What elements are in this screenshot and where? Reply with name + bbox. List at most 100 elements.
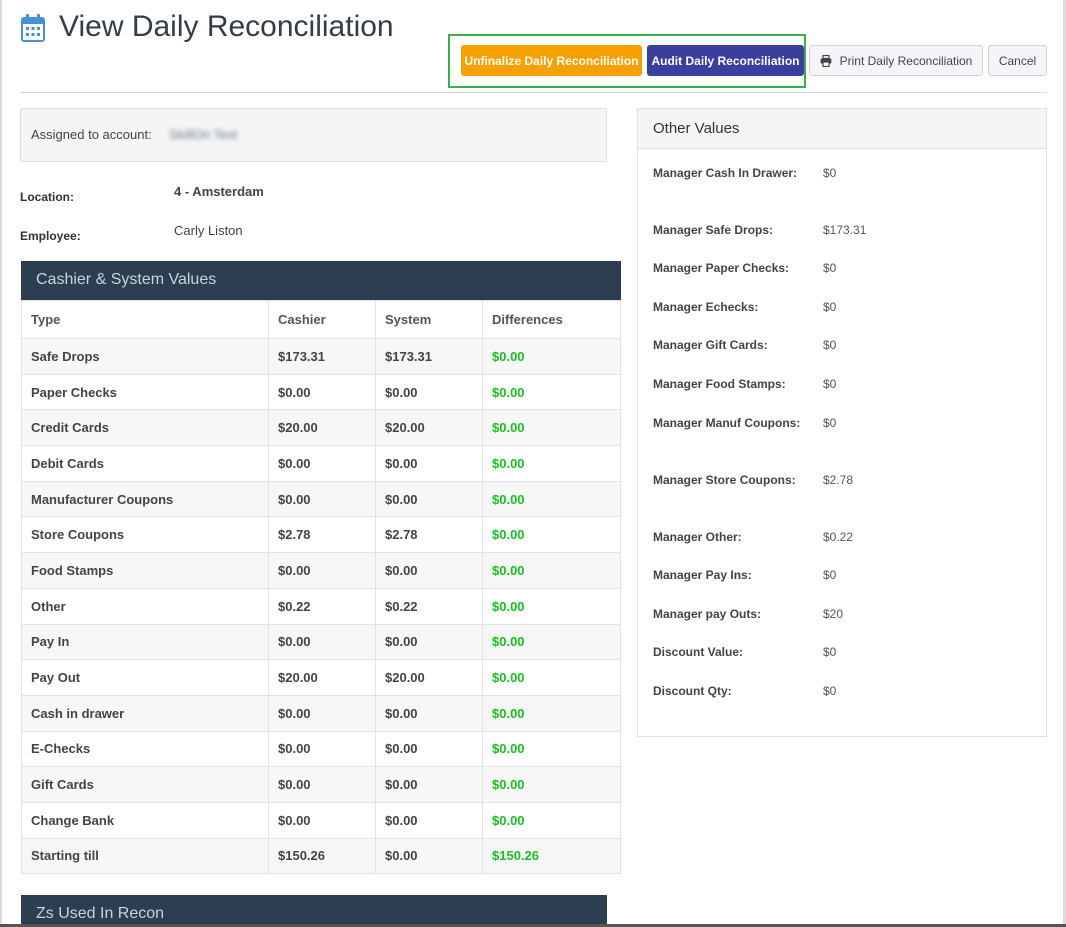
cell-system: $0.00 (375, 480, 483, 518)
column-header-cashier: Cashier (268, 300, 376, 339)
other-value-amount: $0 (823, 568, 837, 582)
window-frame-bottom (0, 924, 1066, 927)
cell-type: Credit Cards (21, 409, 269, 447)
cell-cashier: $0.00 (268, 694, 376, 732)
cell-system: $0.00 (375, 552, 483, 589)
cell-type: Safe Drops (21, 338, 269, 375)
other-value-label: Manager Other: (653, 530, 742, 544)
cell-cashier: $0.00 (268, 445, 376, 482)
other-value-label: Manager Safe Drops: (653, 223, 774, 237)
table-header-row: Type Cashier System Differences (21, 300, 621, 339)
other-value-amount: $2.78 (823, 473, 854, 487)
other-value-amount: $173.31 (823, 223, 867, 237)
other-value-label: Discount Value: (653, 645, 744, 659)
cell-cashier: $173.31 (268, 338, 376, 375)
cell-difference: $0.00 (482, 587, 621, 625)
calendar-icon (21, 14, 45, 42)
unfinalize-button[interactable]: Unfinalize Daily Reconciliation (461, 45, 642, 76)
cell-system: $0.00 (375, 837, 483, 875)
cell-type: Other (21, 587, 269, 625)
other-value-amount: $0 (823, 684, 837, 698)
print-button[interactable]: Print Daily Reconciliation (809, 45, 983, 76)
location-value: 4 - Amsterdam (174, 184, 264, 199)
cell-system: $0.00 (375, 801, 483, 839)
employee-value: Carly Liston (174, 223, 243, 238)
employee-label: Employee: (20, 229, 81, 243)
cell-difference: $150.26 (482, 837, 621, 875)
cell-system: $0.00 (375, 766, 483, 803)
other-value-label: Manager pay Outs: (653, 607, 762, 621)
cancel-button[interactable]: Cancel (988, 45, 1047, 76)
table-row: Pay In $0.00 $0.00 $0.00 (21, 623, 621, 661)
cell-difference: $0.00 (482, 623, 621, 661)
table-row: Gift Cards $0.00 $0.00 $0.00 (21, 766, 621, 803)
cell-difference: $0.00 (482, 730, 621, 768)
cell-cashier: $2.78 (268, 516, 376, 554)
cell-type: Pay Out (21, 659, 269, 696)
other-value-amount: $0 (823, 338, 837, 352)
other-value-amount: $0.22 (823, 530, 854, 544)
cell-type: Gift Cards (21, 766, 269, 803)
cell-cashier: $0.00 (268, 766, 376, 803)
cell-system: $0.00 (375, 623, 483, 661)
cell-difference: $0.00 (482, 801, 621, 839)
cell-cashier: $20.00 (268, 659, 376, 696)
column-header-type: Type (21, 300, 269, 339)
cell-type: Paper Checks (21, 373, 269, 411)
cell-cashier: $0.00 (268, 552, 376, 589)
cell-difference: $0.00 (482, 516, 621, 554)
assigned-account-link[interactable]: SkillOn Test (169, 127, 238, 142)
other-values-title: Other Values (638, 109, 1046, 149)
cell-difference: $0.00 (482, 552, 621, 589)
other-value-label: Manager Manuf Coupons: (653, 416, 801, 430)
table-row: Debit Cards $0.00 $0.00 $0.00 (21, 445, 621, 482)
cell-system: $0.00 (375, 730, 483, 768)
other-values-panel: Other Values Manager Cash In Drawer: $0 Ma… (637, 108, 1047, 737)
audit-button[interactable]: Audit Daily Reconciliation (647, 45, 804, 76)
cell-difference: $0.00 (482, 694, 621, 732)
other-value-label: Manager Paper Checks: (653, 261, 790, 275)
table-row: Change Bank $0.00 $0.00 $0.00 (21, 801, 621, 839)
cell-type: Starting till (21, 837, 269, 875)
cell-cashier: $0.00 (268, 480, 376, 518)
other-value-label: Manager Store Coupons: (653, 473, 796, 487)
page-title: View Daily Reconciliation (59, 10, 394, 43)
cell-cashier: $0.00 (268, 730, 376, 768)
cell-difference: $0.00 (482, 409, 621, 447)
cell-difference: $0.00 (482, 480, 621, 518)
window-frame-right (1063, 0, 1066, 927)
cell-type: Cash in drawer (21, 694, 269, 732)
cell-difference: $0.00 (482, 659, 621, 696)
button-highlight-outline (448, 34, 806, 88)
cell-system: $173.31 (375, 338, 483, 375)
other-value-label: Manager Pay Ins: (653, 568, 752, 582)
cell-system: $0.00 (375, 373, 483, 411)
cell-system: $20.00 (375, 409, 483, 447)
other-value-label: Manager Gift Cards: (653, 338, 768, 352)
cell-cashier: $0.22 (268, 587, 376, 625)
cell-cashier: $0.00 (268, 373, 376, 411)
table-row: Cash in drawer $0.00 $0.00 $0.00 (21, 694, 621, 732)
cell-system: $0.22 (375, 587, 483, 625)
table-row: Starting till $150.26 $0.00 $150.26 (21, 837, 621, 875)
table-row: Manufacturer Coupons $0.00 $0.00 $0.00 (21, 480, 621, 518)
cashier-system-header: Cashier & System Values (21, 261, 621, 300)
column-header-system: System (375, 300, 483, 339)
other-value-amount: $0 (823, 416, 837, 430)
assigned-account-box: Assigned to account: SkillOn Test (20, 108, 607, 162)
cell-type: Change Bank (21, 801, 269, 839)
cell-system: $20.00 (375, 659, 483, 696)
cell-cashier: $150.26 (268, 837, 376, 875)
window-frame-left (0, 0, 2, 927)
table-row: Other $0.22 $0.22 $0.00 (21, 587, 621, 625)
assigned-label: Assigned to account: (31, 127, 152, 142)
table-row: Safe Drops $173.31 $173.31 $0.00 (21, 338, 621, 375)
printer-icon (820, 54, 832, 67)
column-header-differences: Differences (482, 300, 621, 339)
cell-cashier: $20.00 (268, 409, 376, 447)
cell-type: Store Coupons (21, 516, 269, 554)
cell-system: $0.00 (375, 445, 483, 482)
table-row: Pay Out $20.00 $20.00 $0.00 (21, 659, 621, 696)
other-value-amount: $0 (823, 377, 837, 391)
other-value-label: Discount Qty: (653, 684, 732, 698)
